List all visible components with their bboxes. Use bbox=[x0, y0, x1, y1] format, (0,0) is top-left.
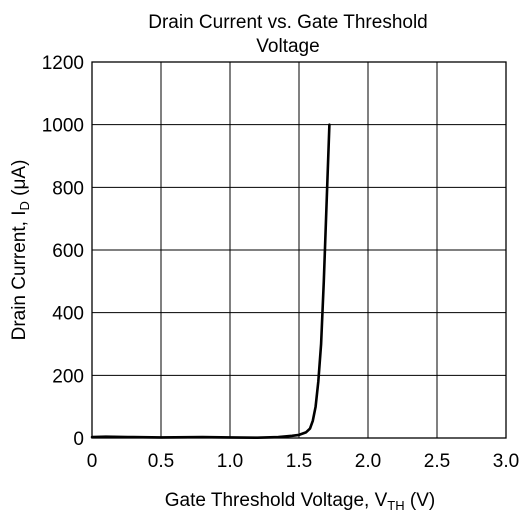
chart-title-line-2: Voltage bbox=[256, 36, 319, 57]
x-tick-label: 0 bbox=[87, 451, 98, 472]
x-tick-label: 1.5 bbox=[286, 451, 312, 472]
y-tick-label: 800 bbox=[52, 178, 84, 199]
x-tick-label: 2.5 bbox=[424, 451, 450, 472]
y-tick-label: 600 bbox=[52, 241, 84, 262]
x-tick-label: 2.0 bbox=[355, 451, 381, 472]
grid bbox=[91, 61, 507, 439]
x-tick-label: 3.0 bbox=[493, 451, 519, 472]
plot-frame bbox=[91, 61, 507, 439]
plot-area bbox=[90, 123, 331, 440]
y-tick-label: 1000 bbox=[42, 116, 84, 137]
y-axis-label: Drain Current, ID (μA) bbox=[9, 160, 32, 341]
x-axis-label: Gate Threshold Voltage, VTH (V) bbox=[165, 490, 435, 513]
y-tick-label: 0 bbox=[73, 429, 84, 450]
x-tick-label: 1.0 bbox=[217, 451, 243, 472]
chart-title-line-1: Drain Current vs. Gate Threshold bbox=[148, 12, 428, 33]
x-tick-label: 0.5 bbox=[148, 451, 174, 472]
y-tick-label: 400 bbox=[52, 304, 84, 325]
y-tick-labels: 0 200 400 600 800 1000 1200 bbox=[42, 53, 84, 450]
x-tick-labels: 0 0.5 1.0 1.5 2.0 2.5 3.0 bbox=[87, 451, 520, 472]
series-line bbox=[90, 123, 331, 440]
y-tick-label: 200 bbox=[52, 366, 84, 387]
y-tick-label: 1200 bbox=[42, 53, 84, 74]
